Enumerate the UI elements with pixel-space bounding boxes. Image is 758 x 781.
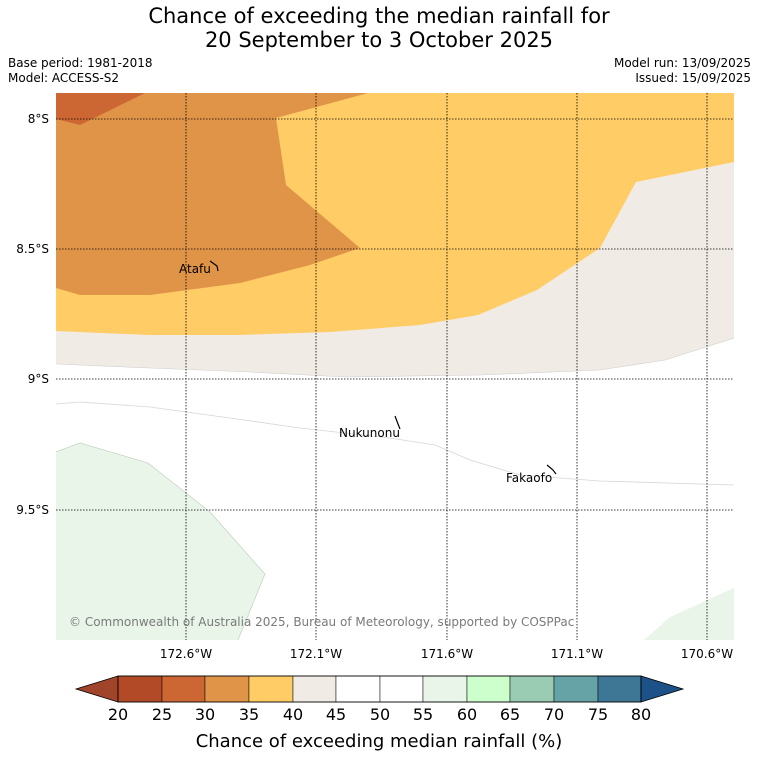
colorbar-bin-65-70 — [509, 675, 555, 703]
chart-title: Chance of exceeding the median rainfall … — [0, 4, 758, 52]
colorbar-bin-20-25 — [117, 675, 163, 703]
lon-labels: 172.6°W 172.1°W 171.6°W 171.1°W 170.6°W — [160, 647, 733, 661]
colorbar-extend-low — [74, 675, 119, 703]
colorbar-ticks: 20 25 30 35 40 45 50 55 60 65 70 75 80 — [108, 705, 651, 724]
model-text: Model: ACCESS-S2 — [8, 71, 120, 85]
region-30-35 — [56, 93, 368, 295]
region-55-60-southeast — [644, 588, 734, 640]
place-label-atafu: Atafu — [179, 262, 211, 276]
lat-label-8-5: 8.5°S — [16, 242, 49, 256]
colorbar-tick-70: 70 — [544, 705, 564, 724]
lon-label-172-6: 172.6°W — [160, 647, 212, 661]
fakaofo-coastline — [546, 464, 557, 475]
colorbar-tick-80: 80 — [631, 705, 651, 724]
atafu-coastline — [209, 260, 219, 272]
lat-label-9: 9°S — [28, 372, 49, 386]
colorbar-tick-35: 35 — [239, 705, 259, 724]
contour-55-edge — [56, 442, 266, 640]
lat-labels: 8°S 8.5°S 9°S 9.5°S — [16, 112, 49, 517]
lon-label-170-6: 170.6°W — [681, 647, 733, 661]
colorbar-bin-75-80 — [597, 675, 642, 703]
nukunonu-coastline — [394, 415, 401, 430]
info-left: Base period: 1981-2018 Model: ACCESS-S2 — [8, 56, 153, 86]
colorbar-bin-45-50 — [335, 675, 381, 703]
colorbar-tick-45: 45 — [326, 705, 346, 724]
colorbar-tick-65: 65 — [500, 705, 520, 724]
place-label-nukunonu: Nukunonu — [339, 426, 400, 440]
colorbar-tick-50: 50 — [370, 705, 390, 724]
colorbar-bin-30-35 — [204, 675, 250, 703]
colorbar — [74, 675, 685, 703]
lon-label-171-1: 171.1°W — [551, 647, 603, 661]
lat-label-8: 8°S — [28, 112, 49, 126]
colorbar-bin-55-60 — [422, 675, 468, 703]
colorbar-bin-40-45 — [292, 675, 337, 703]
model-run-text: Model run: 13/09/2025 — [613, 56, 751, 70]
lon-label-171-6: 171.6°W — [421, 647, 473, 661]
colorbar-tick-55: 55 — [413, 705, 433, 724]
lat-label-9-5: 9.5°S — [16, 503, 49, 517]
title-line-1: Chance of exceeding the median rainfall … — [148, 4, 610, 28]
colorbar-tick-20: 20 — [108, 705, 128, 724]
info-right: Model run: 13/09/2025 Issued: 15/09/2025 — [614, 56, 751, 86]
colorbar-tick-40: 40 — [283, 705, 303, 724]
colorbar-extend-high — [640, 675, 685, 703]
colorbar-label: Chance of exceeding median rainfall (%) — [196, 731, 563, 752]
colorbar-bin-25-30 — [161, 675, 206, 703]
base-period-text: Base period: 1981-2018 — [8, 56, 153, 70]
title-line-2: 20 September to 3 October 2025 — [204, 28, 554, 52]
colorbar-bin-70-75 — [553, 675, 599, 703]
gridlines — [56, 93, 734, 640]
colorbar-bin-35-40 — [248, 675, 294, 703]
contour-45-line — [56, 401, 734, 486]
contour-40-edge — [56, 337, 734, 378]
colorbar-tick-25: 25 — [152, 705, 172, 724]
colorbar-tick-75: 75 — [588, 705, 608, 724]
issued-text: Issued: 15/09/2025 — [635, 71, 751, 85]
map-area: Atafu Nukunonu Fakaofo © Commonwealth of… — [56, 93, 734, 640]
copyright-notice: © Commonwealth of Australia 2025, Bureau… — [69, 615, 574, 629]
colorbar-tick-60: 60 — [457, 705, 477, 724]
lon-label-172-1: 172.1°W — [290, 647, 342, 661]
region-55-60-southwest — [56, 443, 265, 640]
colorbar-bin-60-65 — [466, 675, 511, 703]
colorbar-bin-50-55 — [379, 675, 424, 703]
colorbar-outline — [117, 675, 642, 703]
colorbar-tick-30: 30 — [195, 705, 215, 724]
region-25-30 — [56, 93, 145, 125]
place-label-fakaofo: Fakaofo — [506, 471, 552, 485]
